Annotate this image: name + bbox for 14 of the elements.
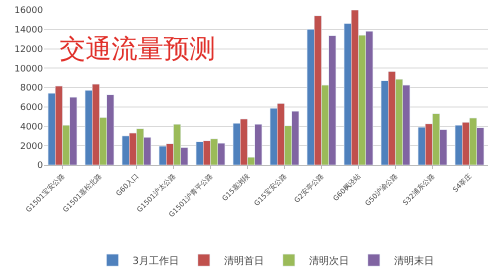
y-tick-label: 12000 bbox=[14, 44, 44, 55]
y-tick-label: 10000 bbox=[14, 64, 44, 74]
legend-label: 清明末日 bbox=[394, 255, 434, 267]
legend-label: 3月工作日 bbox=[132, 256, 179, 267]
legend-label: 清明次日 bbox=[308, 255, 349, 267]
y-tick-label: 14000 bbox=[14, 26, 44, 36]
y-tick-label: 0 bbox=[37, 161, 44, 172]
y-tick-label: 16000 bbox=[14, 6, 44, 16]
legend-label: 清明首日 bbox=[224, 255, 264, 267]
y-tick-label: 4000 bbox=[20, 122, 44, 132]
text: 交通流量预测 bbox=[59, 34, 216, 64]
y-tick-label: 6000 bbox=[20, 103, 44, 114]
y-tick-label: 2000 bbox=[20, 142, 44, 152]
y-tick-label: 8000 bbox=[20, 84, 44, 94]
